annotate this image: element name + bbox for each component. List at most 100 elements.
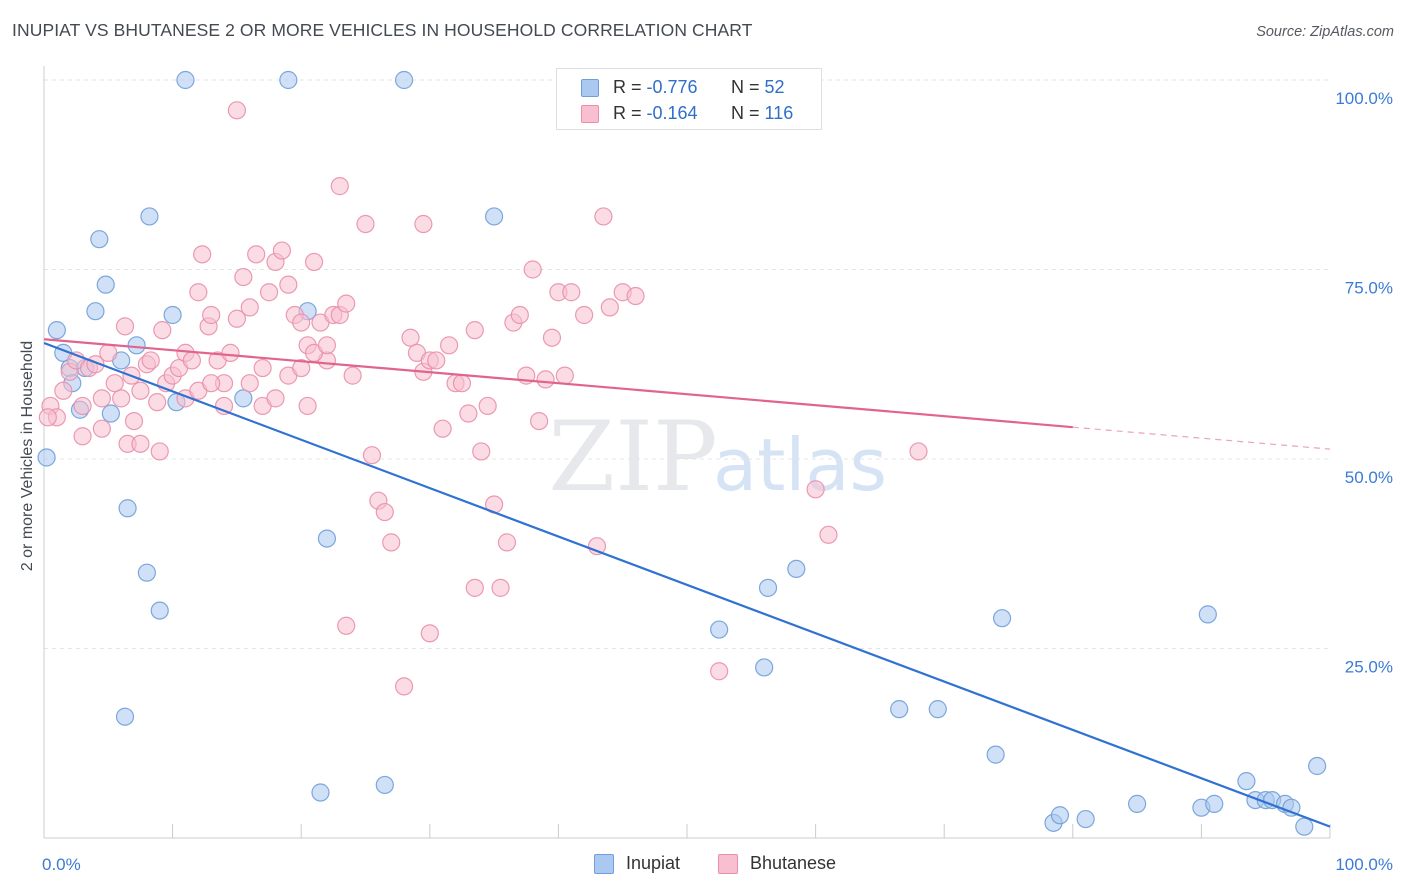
inupiat-n-stat: N = 52 — [731, 77, 785, 98]
bhutanese-point — [247, 245, 266, 264]
bhutanese-point — [530, 412, 549, 431]
bhutanese-point — [38, 408, 57, 427]
inupiat-point — [101, 404, 120, 423]
bhutanese-point — [491, 578, 510, 597]
x-tick-label: 0.0% — [42, 855, 81, 874]
inupiat-point — [163, 305, 182, 325]
inupiat-r-value: -0.776 — [646, 77, 698, 97]
inupiat-point — [1050, 806, 1070, 825]
bhutanese-point — [124, 412, 144, 431]
inupiat-point — [1198, 605, 1217, 624]
bhutanese-legend-label: Bhutanese — [750, 853, 837, 873]
bhutanese-point — [465, 321, 484, 340]
inupiat-point — [150, 601, 169, 620]
bhutanese-point — [433, 419, 452, 438]
inupiat-point — [311, 783, 330, 802]
inupiat-point — [86, 302, 105, 321]
bhutanese-trend-line — [43, 338, 1073, 429]
bhutanese-point — [806, 480, 825, 499]
inupiat-point — [755, 658, 774, 677]
inupiat-point — [176, 70, 195, 90]
bhutanese-point — [452, 374, 472, 393]
bhutanese-n-value: 116 — [764, 103, 794, 123]
bhutanese-point — [153, 321, 172, 340]
bhutanese-point — [240, 298, 259, 317]
bhutanese-point — [562, 283, 581, 302]
inupiat-point — [127, 336, 146, 355]
bhutanese-point — [131, 381, 150, 400]
bhutanese-point — [626, 286, 645, 306]
bhutanese-point — [259, 283, 279, 302]
inupiat-point — [986, 745, 1005, 764]
inupiat-point — [394, 70, 414, 90]
bhutanese-legend-swatch — [718, 854, 738, 874]
r-label: R = — [613, 77, 642, 97]
bhutanese-trend-extension — [1072, 426, 1331, 450]
bhutanese-point — [99, 343, 118, 362]
bhutanese-point — [382, 533, 401, 552]
y-tick-label: 25.0% — [1345, 658, 1393, 677]
inupiat-point — [37, 448, 56, 467]
bhutanese-point — [401, 328, 420, 347]
bhutanese-point — [105, 374, 124, 393]
inupiat-point — [787, 559, 806, 579]
chart-title: INUPIAT VS BHUTANESE 2 OR MORE VEHICLES … — [12, 20, 753, 40]
y-tick-label: 75.0% — [1345, 279, 1393, 298]
bhutanese-point — [414, 214, 433, 234]
inupiat-point — [375, 775, 394, 795]
bhutanese-point — [420, 624, 439, 643]
bhutanese-point — [497, 533, 517, 552]
bhutanese-swatch — [581, 105, 599, 123]
bhutanese-point — [73, 396, 92, 416]
bhutanese-point — [189, 283, 208, 302]
bhutanese-point — [92, 419, 111, 438]
inupiat-point — [890, 700, 909, 719]
inupiat-point — [115, 707, 135, 726]
inupiat-point — [234, 389, 253, 408]
stats-legend: R = -0.776 N = 52 R = -0.164 N = 116 — [556, 68, 822, 130]
r-label: R = — [613, 103, 642, 123]
inupiat-point — [317, 529, 337, 548]
bhutanese-point — [555, 366, 574, 385]
bhutanese-point — [131, 434, 150, 453]
inupiat-point — [992, 609, 1012, 628]
bhutanese-point — [92, 389, 111, 408]
bhutanese-r-stat: R = -0.164 — [613, 103, 698, 124]
y-tick-label: 100.0% — [1335, 89, 1393, 108]
bhutanese-point — [202, 374, 221, 393]
bhutanese-point — [343, 366, 362, 385]
watermark-zip: ZIP — [548, 401, 717, 513]
bhutanese-point — [575, 305, 594, 325]
bhutanese-point — [427, 351, 446, 370]
bhutanese-point — [279, 275, 298, 294]
inupiat-point — [137, 563, 156, 582]
bhutanese-point — [536, 370, 555, 389]
inupiat-swatch — [581, 79, 599, 97]
bhutanese-point — [193, 245, 212, 264]
bhutanese-point — [73, 427, 92, 446]
bhutanese-point — [330, 177, 349, 196]
bhutanese-point — [510, 305, 529, 325]
inupiat-trend-line — [43, 341, 1331, 828]
bhutanese-point — [362, 446, 382, 465]
inupiat-point — [140, 207, 159, 226]
bhutanese-point — [292, 313, 311, 332]
y-tick-label: 50.0% — [1345, 468, 1393, 487]
watermark-atlas: atlas — [713, 423, 887, 507]
bhutanese-point — [304, 252, 324, 272]
bhutanese-point — [292, 358, 311, 378]
inupiat-point — [1295, 817, 1314, 836]
inupiat-point — [90, 230, 109, 249]
inupiat-point — [96, 275, 115, 294]
bhutanese-point — [112, 389, 131, 408]
bhutanese-point — [240, 374, 259, 393]
bhutanese-point — [710, 662, 729, 681]
bhutanese-point — [909, 442, 928, 461]
bhutanese-point — [394, 677, 414, 696]
bhutanese-point — [472, 442, 491, 461]
bhutanese-point — [478, 396, 497, 416]
bhutanese-point — [375, 502, 394, 522]
bhutanese-point — [337, 616, 356, 635]
inupiat-point — [279, 70, 298, 90]
